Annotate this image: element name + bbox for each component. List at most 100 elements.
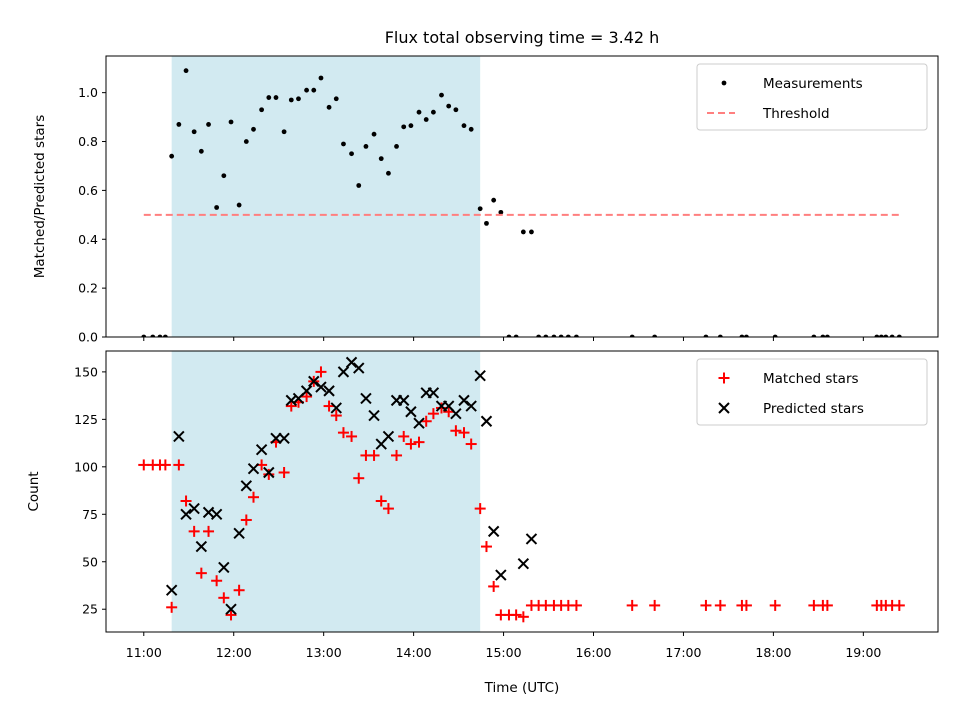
matched-stars-point xyxy=(626,599,638,611)
measurements-point xyxy=(304,87,309,93)
measurements-point xyxy=(739,334,745,337)
predicted-stars-point xyxy=(413,417,425,429)
predicted-stars-point-d2 xyxy=(517,557,530,570)
observing-window-shade xyxy=(171,56,481,337)
predicted-stars-point xyxy=(278,432,290,445)
measurements-point xyxy=(356,183,362,188)
legend: Measurements Threshold xyxy=(696,63,928,131)
matched-stars-point xyxy=(714,599,726,611)
predicted-stars-point xyxy=(210,508,223,520)
predicted-stars-point xyxy=(360,392,372,405)
measurements-point xyxy=(811,334,817,337)
matched-stars-point xyxy=(346,430,358,442)
predicted-stars-point-d2 xyxy=(300,385,313,397)
y-tick-label: 0.4 xyxy=(78,232,98,247)
axes-frame xyxy=(105,55,939,338)
matched-stars-point xyxy=(248,491,260,503)
predicted-stars-point xyxy=(270,432,282,445)
y-axis-label: Count xyxy=(26,471,42,511)
measurements-point xyxy=(221,173,227,179)
measurements-point xyxy=(461,123,467,129)
x-tick-label: 18:00 xyxy=(755,645,791,660)
predicted-stars-point xyxy=(345,356,358,369)
matched-stars-point xyxy=(368,449,380,461)
matched-stars-point xyxy=(821,599,833,611)
y-tick-label: 0.6 xyxy=(78,183,98,198)
predicted-stars-point xyxy=(465,400,477,412)
predicted-stars-point xyxy=(368,409,380,422)
measurements-point xyxy=(273,95,279,100)
predicted-stars-point-d2 xyxy=(225,603,237,615)
predicted-stars-point xyxy=(323,385,335,397)
measurements-point xyxy=(259,107,265,113)
matched-stars-point xyxy=(159,459,171,471)
matched-stars-point xyxy=(233,584,245,596)
measurements-point xyxy=(378,156,384,162)
measurements-point xyxy=(878,334,884,337)
predicted-stars-point-d2 xyxy=(442,400,455,412)
y-tick-label: 0.0 xyxy=(78,330,98,345)
measurements-point xyxy=(484,220,489,226)
predicted-stars-point-d2 xyxy=(413,417,425,429)
measurements-point xyxy=(401,124,407,130)
measurements-point xyxy=(896,334,902,337)
measurements-point xyxy=(183,68,189,74)
predicted-stars-point-d2 xyxy=(233,527,245,539)
matched-stars-point xyxy=(443,406,455,418)
measurements-point xyxy=(423,117,429,122)
predicted-stars-point xyxy=(255,444,268,456)
measurements-point xyxy=(198,148,204,154)
measurements-point xyxy=(386,170,391,176)
measurements-point xyxy=(341,141,346,147)
matched-stars-point xyxy=(435,402,447,414)
measurements-point xyxy=(824,334,830,337)
measurements-point xyxy=(468,126,474,132)
matched-stars-point xyxy=(450,425,462,437)
matched-stars-point xyxy=(263,468,275,480)
predicted-stars-point xyxy=(450,407,462,420)
measurements-point xyxy=(772,334,778,337)
predicted-stars-point xyxy=(165,584,178,596)
legend-measurements-label: Measurements xyxy=(763,76,863,92)
measurements-point xyxy=(296,96,301,102)
measurements-point xyxy=(498,209,504,215)
count-panel: 25 50 75 100 125 150 11:00 12:00 13:00 14:00 15:00… xyxy=(26,350,939,660)
chart-title: Flux total observing time = 3.42 h xyxy=(385,28,660,47)
legend-matched-stars-label: Matched stars xyxy=(763,371,859,387)
measurements-point xyxy=(157,334,163,337)
predicted-stars-point xyxy=(195,540,208,553)
predicted-stars-point-d2 xyxy=(308,375,320,388)
legend-measurements-swatch xyxy=(721,80,727,86)
measurements-point xyxy=(820,334,826,337)
matched-stars-point xyxy=(391,449,403,461)
predicted-stars-point-d2 xyxy=(278,432,290,445)
matched-stars-point xyxy=(510,609,522,621)
measurements-point xyxy=(363,144,369,149)
predicted-stars-point-d2 xyxy=(382,430,395,443)
measurements-point xyxy=(169,153,175,159)
matched-stars-point xyxy=(398,430,410,442)
matched-stars-point xyxy=(330,410,342,422)
matched-stars-point xyxy=(517,611,529,623)
predicted-stars-point xyxy=(517,557,530,570)
measurements-point xyxy=(162,334,168,337)
predicted-stars-point-d2 xyxy=(495,569,507,581)
predicted-stars-point xyxy=(525,533,538,545)
predicted-stars-point xyxy=(458,394,470,407)
predicted-stars-point-d2 xyxy=(240,480,253,492)
measurements-point xyxy=(251,126,256,132)
predicted-stars-point-d2 xyxy=(398,394,410,407)
measurements-point xyxy=(236,202,242,208)
matched-stars-point xyxy=(203,525,215,537)
measurements-point xyxy=(311,87,317,93)
matched-stars-point xyxy=(769,599,781,611)
x-tick-label: 13:00 xyxy=(306,645,342,660)
measurements-point xyxy=(214,205,220,210)
measurements-point xyxy=(266,95,272,100)
x-tick-label: 16:00 xyxy=(575,645,611,660)
predicted-stars-point-d2 xyxy=(218,561,230,574)
predicted-stars-point xyxy=(495,569,507,581)
predicted-stars-point-d2 xyxy=(188,502,200,515)
measurements-point xyxy=(439,92,444,98)
